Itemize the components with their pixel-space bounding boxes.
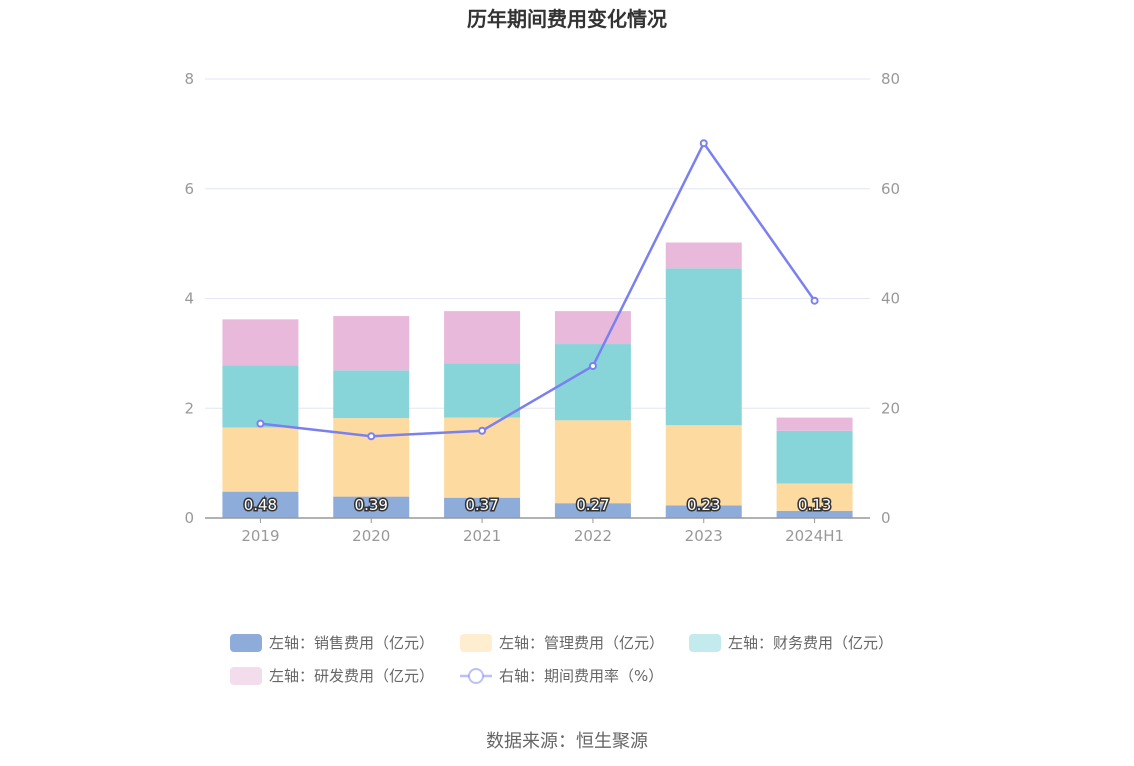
legend-label: 左轴：管理费用（亿元）	[499, 634, 664, 652]
right-axis-tick-label: 60	[881, 180, 900, 198]
bar-data-label: 0.39	[355, 496, 388, 514]
line-point	[588, 361, 597, 370]
bar-segment	[776, 417, 853, 431]
right-axis-tick-label: 80	[881, 70, 900, 88]
legend-point-marker	[468, 668, 484, 684]
bar-segment	[554, 420, 631, 504]
bar-data-label: 0.27	[576, 496, 609, 514]
bar-segment	[333, 316, 410, 371]
x-axis-tick-label: 2021	[463, 527, 501, 545]
line-point	[699, 139, 708, 148]
legend-swatch	[230, 634, 262, 652]
chart-title: 历年期间费用变化情况	[467, 7, 667, 31]
bar-segment	[222, 491, 299, 518]
bar-series	[222, 242, 853, 518]
bar-segment	[222, 365, 299, 428]
bar-data-label: 0.48	[244, 496, 277, 514]
bar-data-label: 0.23	[687, 496, 720, 514]
line-point	[256, 419, 265, 428]
bar-segment	[665, 242, 742, 269]
left-axis-tick-label: 4	[184, 290, 194, 308]
line-point	[367, 432, 376, 441]
bar-segment	[333, 418, 410, 497]
bar-data-label: 0.37	[465, 496, 498, 514]
bar-data-labels: 0.48 0.39 0.37 0.27 0.23 0.13	[242, 495, 833, 516]
legend-label: 左轴：研发费用（亿元）	[269, 667, 434, 685]
bar-segment	[776, 483, 853, 511]
x-axis-tick-label: 2022	[574, 527, 612, 545]
line-series	[256, 139, 819, 441]
right-axis-tick-label: 20	[881, 399, 900, 417]
x-axis-ticks: 2019 2020 2021 2022 2023 2024H1	[241, 518, 844, 545]
gridlines	[205, 78, 870, 409]
bar-segment	[222, 319, 299, 366]
source-note: 数据来源：恒生聚源	[486, 731, 648, 752]
bar-segment	[444, 311, 521, 364]
bar-segment	[444, 363, 521, 418]
x-axis-tick-label: 2020	[352, 527, 390, 545]
left-axis-tick-label: 6	[184, 180, 194, 198]
line-series-path	[260, 140, 816, 438]
bar-segment	[665, 505, 742, 518]
bar-segment	[554, 503, 631, 518]
left-axis-tick-label: 0	[184, 509, 194, 527]
bar-segment	[665, 425, 742, 506]
legend-label: 左轴：销售费用（亿元）	[269, 634, 434, 652]
x-axis-tick-label: 2019	[241, 527, 279, 545]
left-axis-tick-label: 2	[184, 399, 194, 417]
left-axis-ticks: 0 2 4 6 8	[184, 70, 194, 527]
right-axis-tick-label: 0	[881, 509, 891, 527]
bar-segment	[333, 496, 410, 518]
bar-data-label: 0.13	[798, 496, 831, 514]
legend-swatch	[230, 667, 262, 685]
legend-label: 左轴：财务费用（亿元）	[728, 634, 893, 652]
bar-segment	[333, 370, 410, 419]
legend-swatch	[460, 634, 492, 652]
line-point	[810, 296, 819, 305]
x-axis-tick-label: 2024H1	[785, 527, 844, 545]
right-axis-ticks: 0 20 40 60 80	[881, 70, 900, 527]
bar-segment	[776, 430, 853, 484]
line-point	[478, 426, 487, 435]
bar-segment	[665, 268, 742, 426]
legend-label: 右轴：期间费用率（%）	[499, 667, 663, 685]
legend: 左轴：销售费用（亿元） 左轴：管理费用（亿元） 左轴：财务费用（亿元） 左轴：研发费用…	[230, 634, 893, 685]
bar-segment	[222, 427, 299, 492]
right-axis-tick-label: 40	[881, 290, 900, 308]
bar-segment	[776, 510, 853, 518]
x-axis-tick-label: 2023	[685, 527, 723, 545]
bar-segment	[554, 311, 631, 345]
legend-swatch	[689, 634, 721, 652]
bar-segment	[444, 497, 521, 518]
left-axis-tick-label: 8	[184, 70, 194, 88]
